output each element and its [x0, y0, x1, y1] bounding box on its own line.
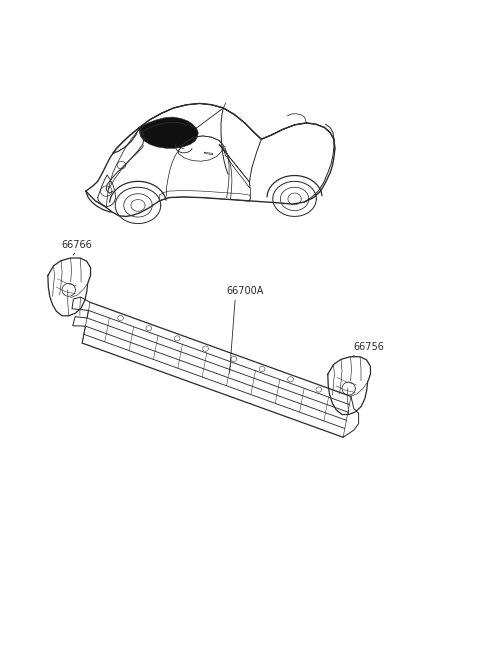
- Polygon shape: [139, 117, 198, 148]
- Text: 66756: 66756: [353, 342, 384, 352]
- Text: 66700A: 66700A: [227, 286, 264, 296]
- Text: 66766: 66766: [61, 240, 92, 250]
